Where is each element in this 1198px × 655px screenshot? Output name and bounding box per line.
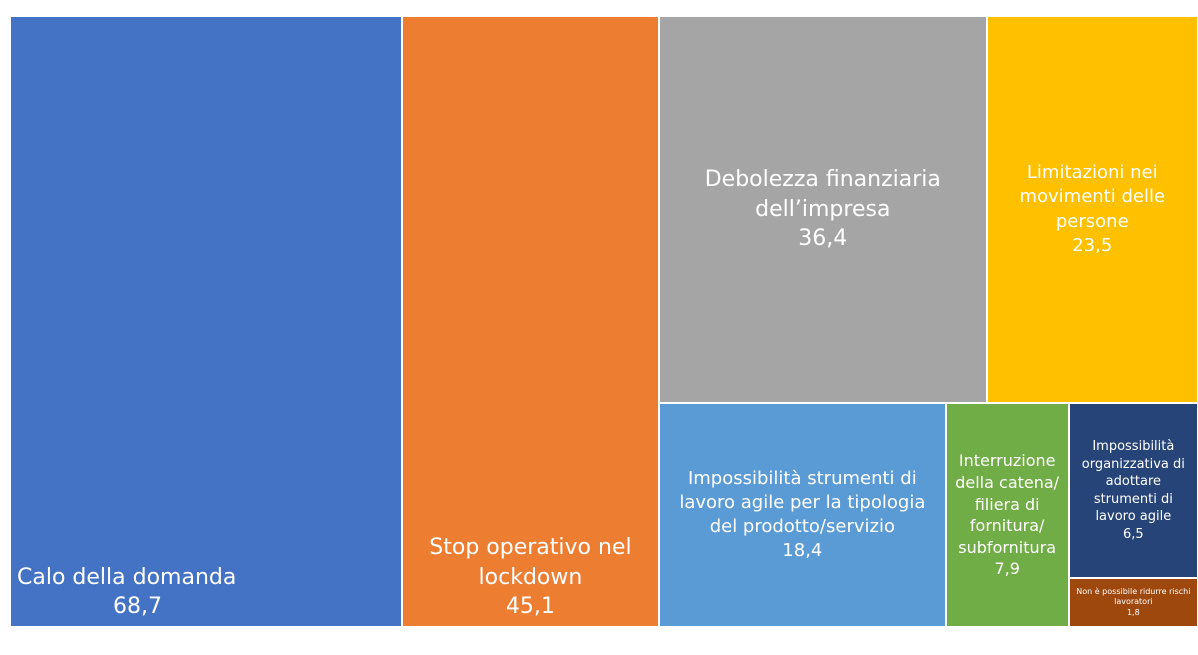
cell-value: 68,7 [113, 594, 162, 620]
treemap-cell: Impossibilità organizzativa di adottare … [1068, 403, 1198, 579]
cell-label: Stop operativo nel lockdown [429, 534, 632, 590]
cell-label: Non è possibile ridurre rischi lavorator… [1076, 586, 1191, 607]
cell-value: 6,5 [1123, 526, 1144, 542]
cell-value: 7,9 [994, 559, 1020, 579]
treemap-cell: Limitazioni nei movimenti delle persone 2… [986, 16, 1198, 404]
cell-label: Limitazioni nei movimenti delle persone [1019, 162, 1166, 232]
cell-value: 45,1 [505, 594, 555, 620]
cell-value: 23,5 [1072, 234, 1113, 256]
cell-label: Debolezza finanziaria dell’impresa [704, 167, 941, 222]
treemap-cell: Interruzione della catena/ filiera di fo… [945, 403, 1069, 627]
cell-value: 18,4 [782, 540, 823, 562]
cell-value: 36,4 [798, 226, 848, 252]
chart: Calo della domanda 68,7 Stop operativo nel… [10, 16, 1198, 627]
cell-label: Calo della domanda [17, 564, 237, 590]
treemap-cell: Calo della domanda 68,7 [10, 16, 402, 627]
cell-label: Interruzione della catena/ filiera di fo… [955, 451, 1060, 557]
cell-label: Impossibilità strumenti di lavoro agile … [679, 467, 926, 538]
cell-label: Impossibilità organizzativa di adottare … [1081, 439, 1185, 525]
treemap-cell: Debolezza finanziaria dell’impresa 36,4 [659, 16, 987, 404]
cell-value: 1,8 [1126, 608, 1140, 618]
treemap-cell: Stop operativo nel lockdown 45,1 [401, 16, 660, 627]
treemap-cell: Impossibilità strumenti di lavoro agile … [659, 403, 946, 627]
treemap-cell: Non è possibile ridurre rischi lavorator… [1068, 578, 1198, 627]
